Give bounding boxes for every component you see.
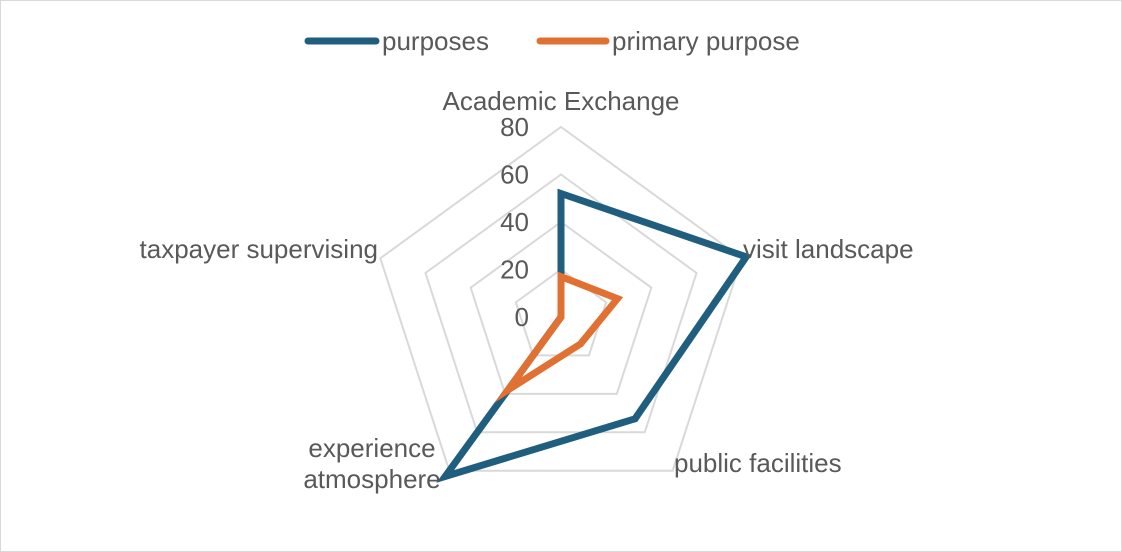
legend: purposes primary purpose (304, 26, 800, 56)
legend-item: purposes (304, 26, 489, 56)
category-label: taxpayer supervising (140, 234, 378, 264)
legend-label: primary purpose (612, 26, 800, 56)
legend-label: purposes (382, 26, 489, 56)
r-tick-label: 40 (500, 207, 529, 237)
r-tick-label: 20 (500, 255, 529, 285)
radial-axis-ticks: 0 20 40 60 80 (500, 112, 529, 332)
radar-grid (379, 125, 743, 472)
category-label: Academic Exchange (442, 86, 679, 116)
r-tick-label: 80 (500, 112, 529, 142)
category-label: visit landscape (743, 234, 914, 264)
grid-ring (379, 125, 743, 472)
series-lines (436, 188, 752, 483)
legend-item: primary purpose (536, 26, 800, 56)
category-label: public facilities (674, 448, 842, 478)
category-label: experience atmosphere (303, 433, 440, 494)
grid-ring (424, 173, 698, 434)
r-tick-label: 60 (500, 160, 529, 190)
series-line (494, 271, 624, 403)
r-tick-label: 0 (515, 302, 529, 332)
grid-ring (469, 220, 653, 395)
category-labels: Academic Exchange visit landscape public… (140, 86, 914, 494)
